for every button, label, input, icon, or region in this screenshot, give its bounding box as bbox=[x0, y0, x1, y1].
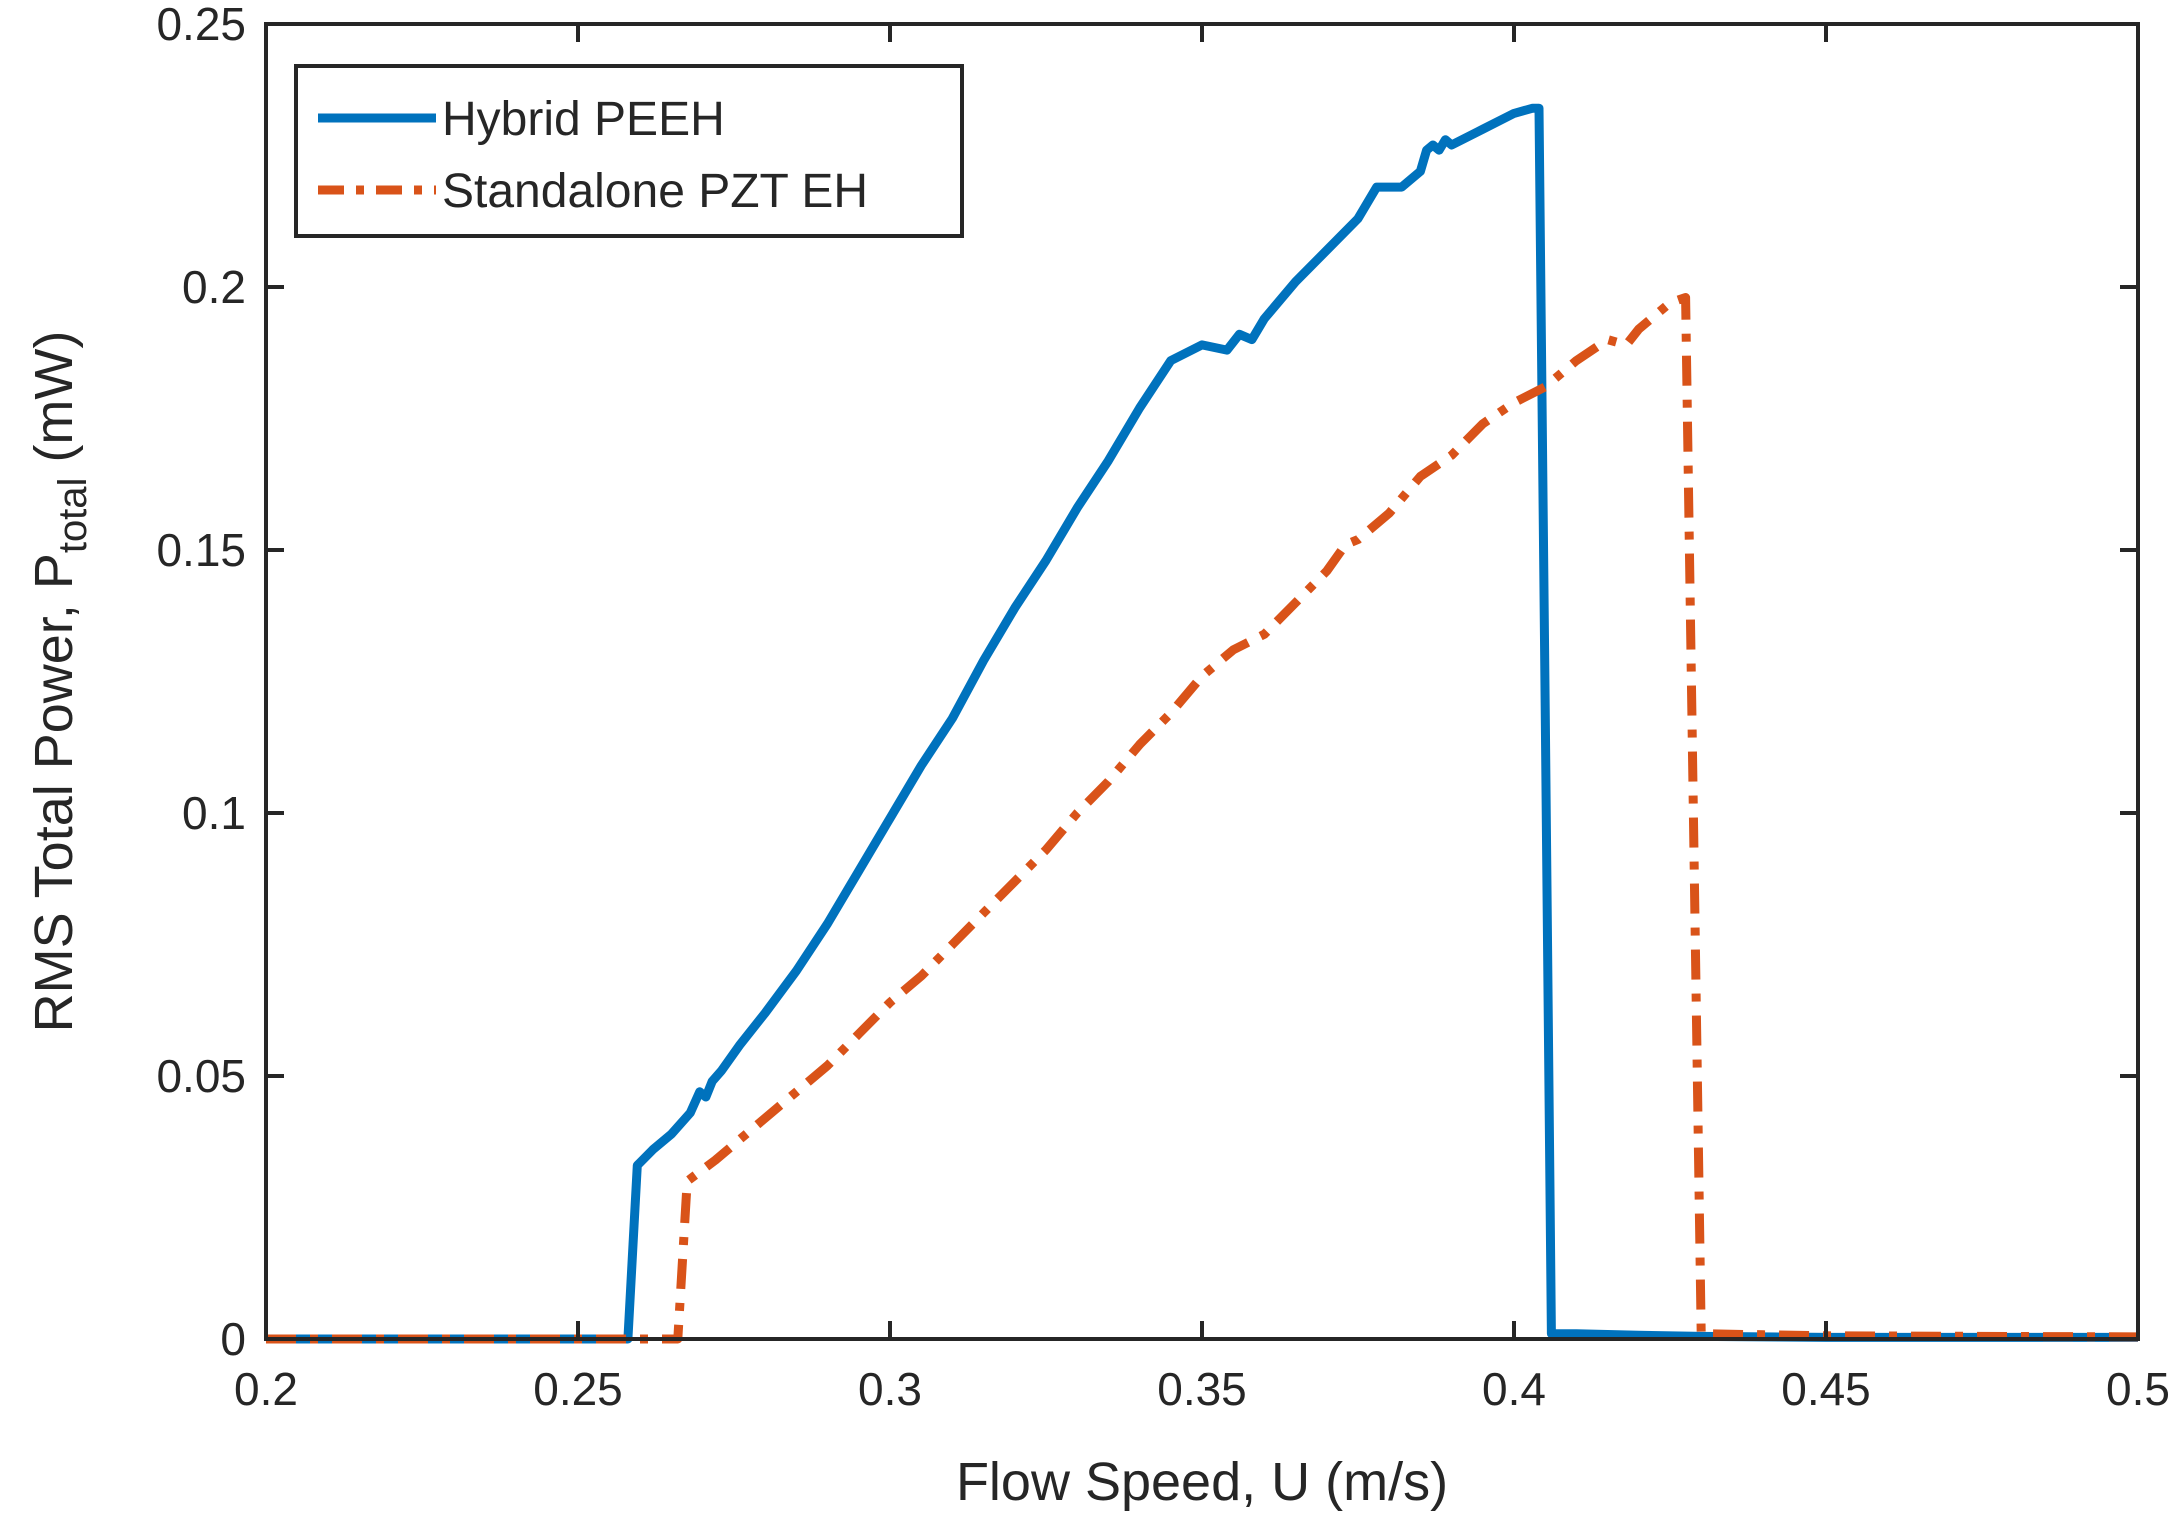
x-tick-label: 0.35 bbox=[1157, 1363, 1247, 1415]
series-line-hybrid-peeh bbox=[266, 103, 2138, 1344]
series-line-standalone-pzt-eh bbox=[266, 293, 2139, 1344]
x-tick-label: 0.4 bbox=[1482, 1363, 1546, 1415]
y-axis-label: RMS Total Power, Ptotal (mW) bbox=[24, 331, 95, 1033]
x-tick-label: 0.5 bbox=[2106, 1363, 2170, 1415]
y-axis-label-subscript: total bbox=[51, 478, 95, 554]
y-axis-label-unit: (mW) bbox=[24, 331, 84, 478]
y-axis-label-main: RMS Total Power, P bbox=[24, 553, 84, 1032]
x-tick-label: 0.25 bbox=[533, 1363, 623, 1415]
legend: Hybrid PEEH Standalone PZT EH bbox=[294, 64, 964, 238]
x-tick-label: 0.45 bbox=[1781, 1363, 1871, 1415]
ticks-layer: 0.2 0.25 0.3 0.35 0.4 0.45 0.5 0 0.05 0.1 0.15 0.2 0… bbox=[156, 0, 2170, 1415]
y-tick-label: 0.2 bbox=[182, 261, 246, 313]
legend-entry-standalone-pzt-eh: Standalone PZT EH bbox=[442, 165, 868, 218]
x-tick-label: 0.3 bbox=[858, 1363, 922, 1415]
legend-box bbox=[294, 64, 964, 238]
x-tick-label: 0.2 bbox=[234, 1363, 298, 1415]
x-axis-label: Flow Speed, U (m/s) bbox=[956, 1452, 1448, 1512]
y-tick-label: 0.15 bbox=[156, 524, 246, 576]
axes-background bbox=[266, 24, 2138, 1339]
y-tick-label: 0 bbox=[220, 1313, 246, 1365]
y-tick-label: 0.25 bbox=[156, 0, 246, 50]
legend-entry-hybrid-peeh: Hybrid PEEH bbox=[442, 93, 725, 146]
y-tick-label: 0.05 bbox=[156, 1050, 246, 1102]
series-layer bbox=[266, 103, 2139, 1344]
y-tick-label: 0.1 bbox=[182, 787, 246, 839]
